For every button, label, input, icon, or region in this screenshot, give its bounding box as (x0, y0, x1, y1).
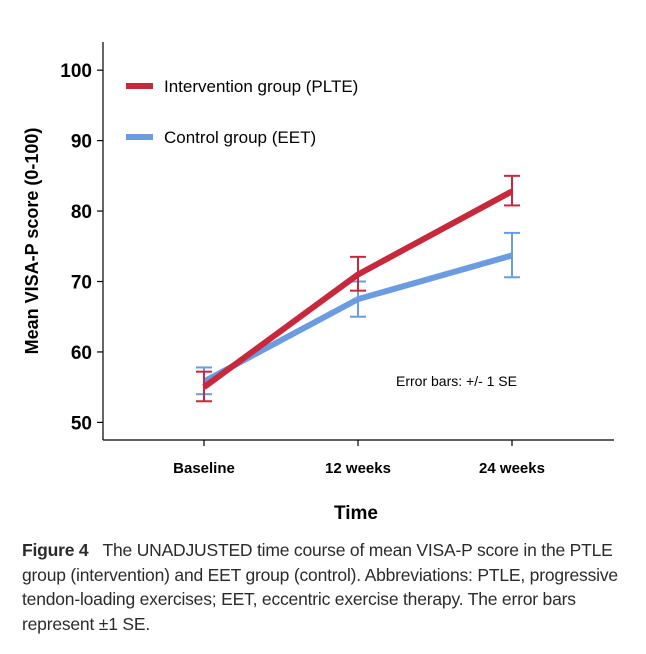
y-tick-label: 80 (71, 202, 92, 223)
x-tick-label: Baseline (173, 460, 235, 477)
error-bar-note: Error bars: +/- 1 SE (396, 373, 517, 389)
x-axis-title: Time (334, 503, 378, 524)
figure-label: Figure 4 (22, 540, 89, 560)
y-tick-label: 70 (71, 273, 92, 294)
legend-label: Intervention group (PLTE) (164, 77, 358, 96)
x-tick-label: 12 weeks (325, 460, 391, 477)
y-tick-label: 100 (60, 61, 92, 82)
figure-caption-text: The UNADJUSTED time course of mean VISA-… (22, 540, 618, 634)
legend-label: Control group (EET) (164, 128, 316, 147)
x-tick-label: 24 weeks (479, 460, 545, 477)
y-tick-label: 90 (71, 132, 92, 153)
axes: 50 60 70 80 90 100 Baseline 12 weeks 24 weeks (60, 42, 614, 477)
legend: Intervention group (PLTE) Control group (… (126, 77, 358, 147)
chart: 50 60 70 80 90 100 Baseline 12 weeks 24 weeks In… (22, 42, 614, 524)
series-layer (196, 174, 520, 403)
y-axis-title: Mean VISA-P score (0-100) (22, 128, 42, 355)
y-tick-label: 50 (71, 413, 92, 434)
y-tick-label: 60 (71, 343, 92, 364)
series-intervention (196, 174, 520, 403)
figure-caption: Figure 4 The UNADJUSTED time course of me… (22, 538, 632, 636)
